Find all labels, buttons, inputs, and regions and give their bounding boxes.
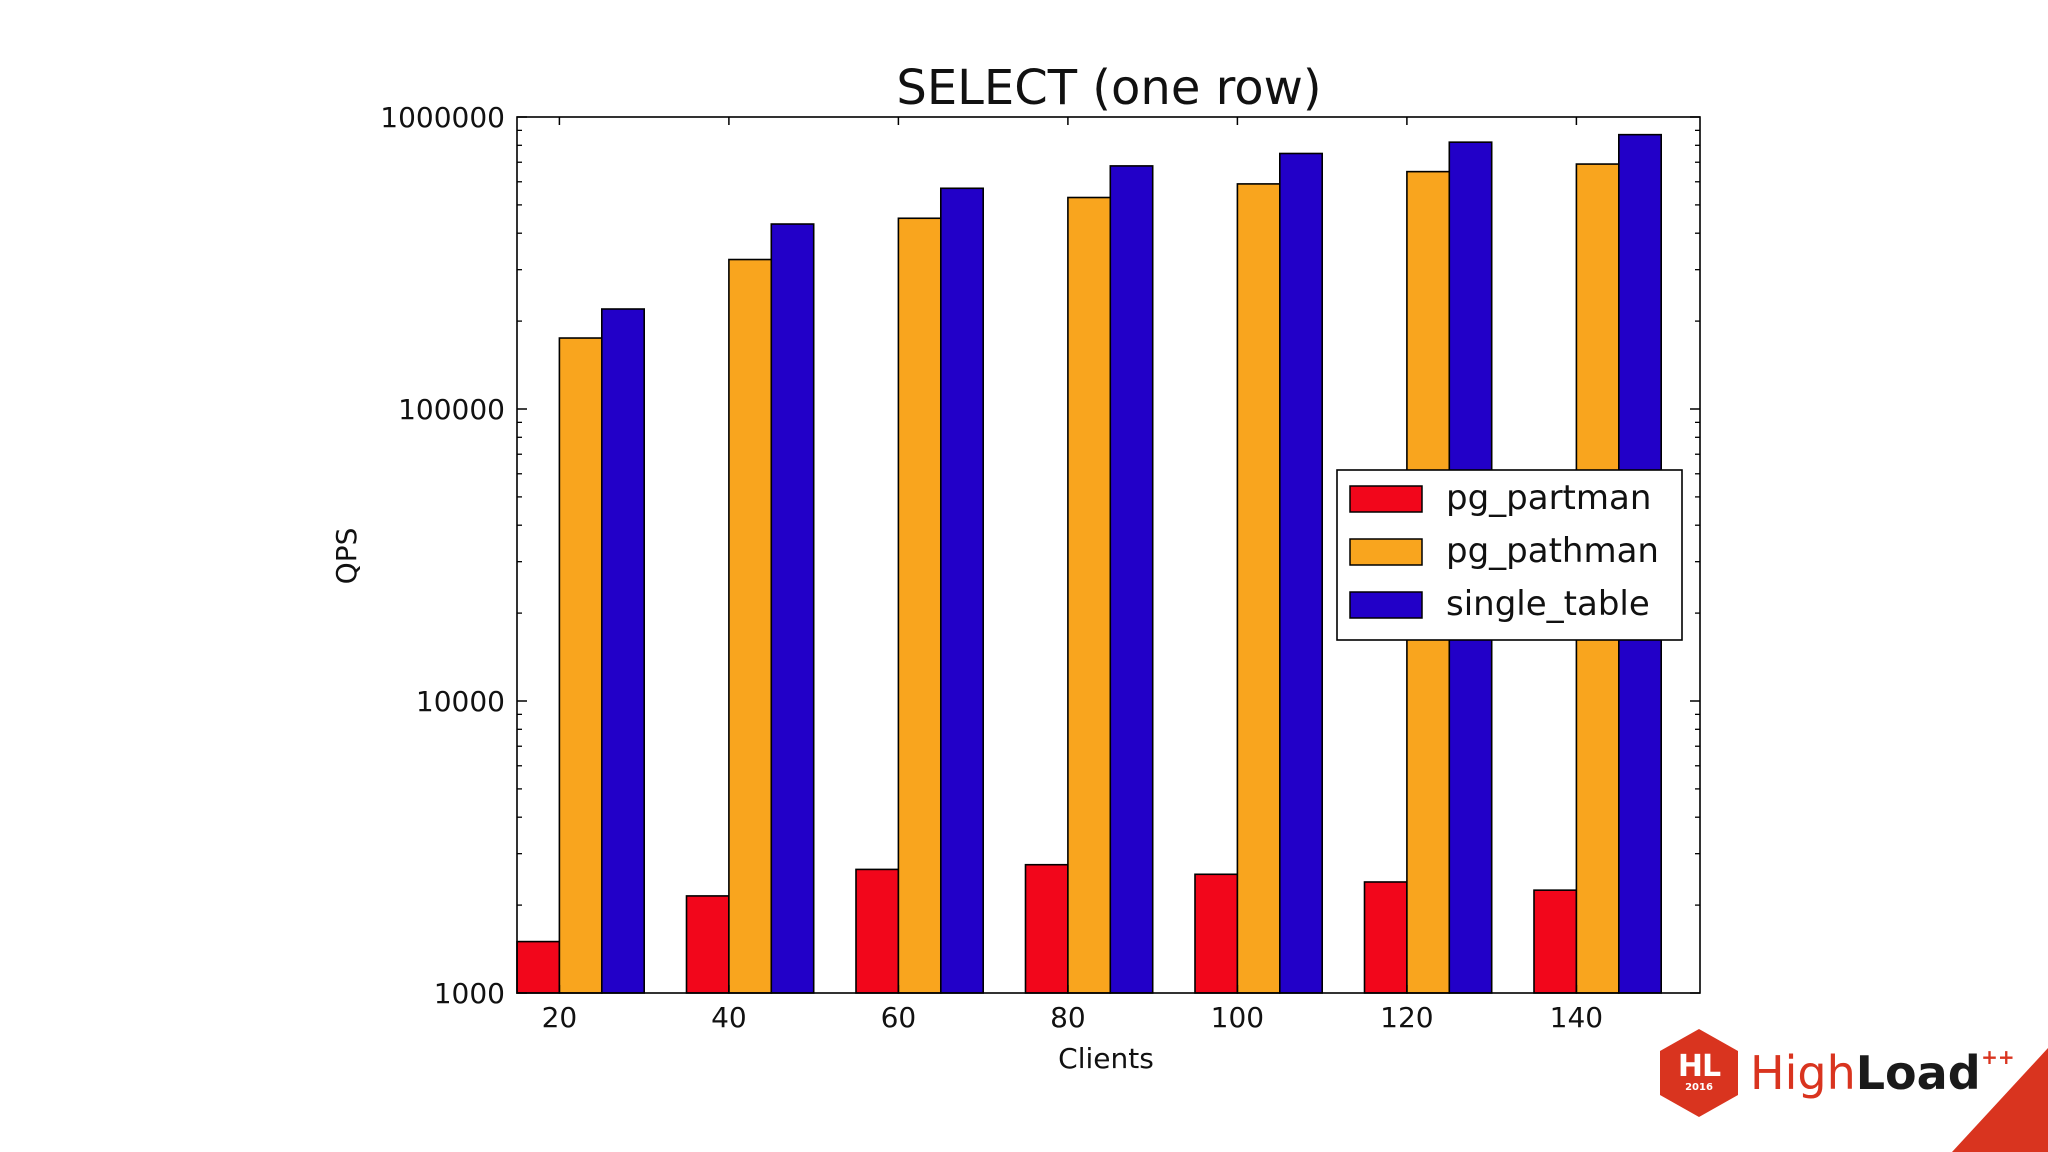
bar-single_table-40	[770, 223, 815, 994]
bar-pg_partman-80	[1024, 863, 1069, 994]
bar-pg_partman-120	[1363, 881, 1408, 994]
bar-pg_partman-40	[685, 895, 730, 994]
legend-label-pg_partman: pg_partman	[1446, 478, 1651, 518]
x-tick-label: 100	[1211, 1001, 1264, 1034]
x-tick-label: 40	[711, 1001, 747, 1034]
legend-swatch-single_table	[1349, 591, 1423, 619]
y-tick-label: 1000000	[380, 101, 505, 134]
bar-single_table-100	[1279, 152, 1324, 994]
logo-mark: HL	[1677, 1049, 1721, 1084]
logo-superscript: ++	[1981, 1045, 2015, 1069]
legend-swatch-pg_pathman	[1349, 538, 1423, 566]
y-axis-ticks: 1000 10000 100000 1000000	[380, 101, 1700, 1010]
logo-word-light: High	[1750, 1046, 1856, 1100]
bar-pg_pathman-20	[558, 337, 603, 994]
bar-single_table-80	[1109, 165, 1154, 994]
plot-frame	[516, 116, 1701, 994]
logo-year: 2016	[1685, 1082, 1713, 1093]
x-tick-label: 80	[1050, 1001, 1086, 1034]
bar-single_table-60	[939, 187, 984, 994]
bar-pg_partman-140	[1533, 889, 1578, 994]
bar-pg_pathman-40	[728, 258, 773, 994]
chart-title: SELECT (one row)	[896, 60, 1321, 116]
y-axis-label: QPS	[330, 528, 363, 585]
legend: pg_partman pg_pathman single_table	[1336, 469, 1683, 641]
legend-label-pg_pathman: pg_pathman	[1446, 531, 1659, 571]
bars	[516, 133, 1663, 994]
legend-swatch-pg_partman	[1349, 485, 1423, 513]
bar-pg_pathman-80	[1067, 196, 1112, 994]
x-tick-label: 20	[542, 1001, 578, 1034]
bar-pg_pathman-100	[1236, 183, 1281, 994]
x-tick-label: 60	[881, 1001, 917, 1034]
y-tick-label: 1000	[434, 977, 505, 1010]
bar-pg_partman-60	[855, 868, 900, 994]
x-axis-label: Clients	[1058, 1042, 1154, 1075]
bar-pg_pathman-60	[897, 217, 942, 994]
y-tick-label: 100000	[398, 393, 505, 426]
logo-word-bold: Load	[1855, 1046, 1981, 1100]
y-tick-label: 10000	[416, 685, 505, 718]
highload-logo: HL 2016 HighLoad ++	[1660, 1028, 2015, 1118]
bar-single_table-20	[600, 308, 645, 994]
x-axis-ticks: 20 40 60 80 100 120 140	[542, 117, 1603, 1034]
x-tick-label: 140	[1550, 1001, 1603, 1034]
bar-pg_partman-100	[1194, 873, 1239, 994]
logo-hexagon-icon: HL 2016	[1660, 1029, 1738, 1117]
x-tick-label: 120	[1380, 1001, 1433, 1034]
legend-label-single_table: single_table	[1446, 584, 1650, 624]
corner-accent	[1952, 1048, 2048, 1152]
logo-wordmark: HighLoad ++	[1750, 1045, 2015, 1096]
bar-pg_partman-20	[516, 940, 561, 994]
